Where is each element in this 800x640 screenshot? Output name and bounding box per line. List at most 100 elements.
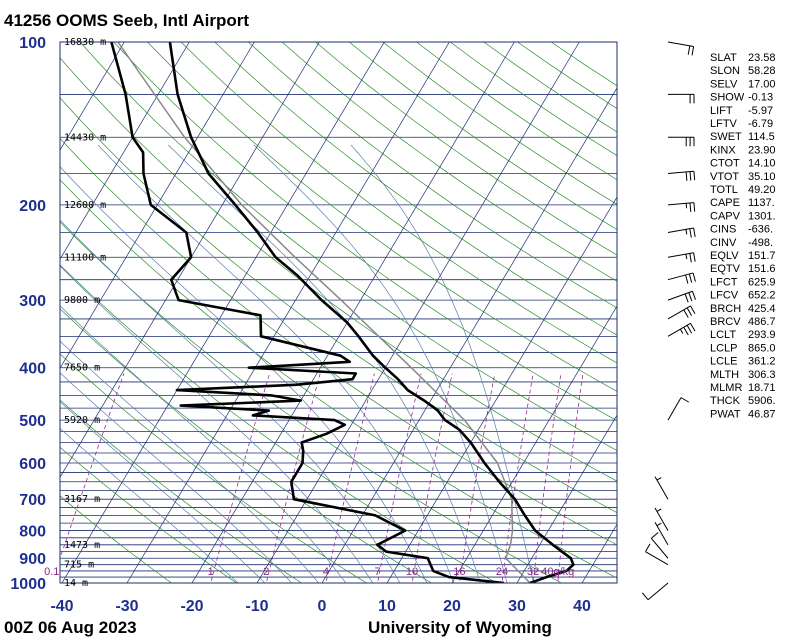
height-label: 5920 m xyxy=(64,415,100,426)
isotherm-line xyxy=(256,42,580,583)
mixing-ratio-label: 10 xyxy=(406,566,418,578)
wind-barb-staff xyxy=(667,305,691,320)
index-value: 1301. xyxy=(748,210,776,222)
wind-barb-flag xyxy=(641,592,649,601)
index-value: 652.2 xyxy=(748,290,776,302)
dry-adiabat xyxy=(60,97,617,514)
index-value: 35.10 xyxy=(748,171,776,183)
isotherm-line xyxy=(516,414,617,583)
index-value: 625.9 xyxy=(748,276,776,288)
grid-lines xyxy=(0,42,617,594)
wind-barb xyxy=(654,522,669,546)
wind-barb-flag xyxy=(686,307,693,316)
moist-adiabat xyxy=(168,144,481,583)
pressure-tick-label: 800 xyxy=(19,524,46,541)
isotherm-line xyxy=(0,42,59,594)
isotherm-line xyxy=(386,196,617,583)
dry-adiabat xyxy=(248,42,617,309)
wind-barb-staff xyxy=(667,41,694,48)
wind-barb xyxy=(667,41,695,56)
mixing-ratio-label: 24 xyxy=(496,566,508,578)
wind-barb-half-flag xyxy=(656,522,662,527)
temperature-line xyxy=(168,42,575,583)
index-key: LCLP xyxy=(710,342,738,354)
wind-barb-staff xyxy=(647,582,669,601)
wind-barb-flag xyxy=(645,543,651,552)
index-key: MLTH xyxy=(710,369,739,381)
moist-adiabat xyxy=(60,265,374,583)
mixing-ratio-label: 16 xyxy=(453,566,465,578)
wind-barb-flag xyxy=(687,45,691,55)
wind-barb-flag xyxy=(685,171,688,181)
wind-barb-flag xyxy=(691,46,695,56)
wind-barb-flag xyxy=(693,227,696,237)
index-key: VTOT xyxy=(710,171,739,183)
wind-barb-flag xyxy=(689,171,692,181)
index-key: PWAT xyxy=(710,408,741,420)
temperature-tick-label: -20 xyxy=(180,598,203,615)
index-value: -5.97 xyxy=(748,105,773,117)
index-key: KINX xyxy=(710,144,736,156)
index-value: -636. xyxy=(748,224,773,236)
isotherm-line xyxy=(60,42,255,369)
dry-adiabat xyxy=(60,179,617,579)
dry-adiabat xyxy=(79,42,617,451)
wind-barb xyxy=(667,322,696,337)
index-key: SLAT xyxy=(710,52,737,64)
wind-barb-flag xyxy=(680,397,690,403)
dry-adiabat xyxy=(60,399,303,583)
height-label: 12600 m xyxy=(64,200,106,211)
wind-barb xyxy=(667,227,696,238)
wind-barb-flag xyxy=(693,202,696,212)
isotherm-line xyxy=(126,42,450,583)
mixing-ratio-line xyxy=(411,373,453,583)
temperature-tick-label: 30 xyxy=(508,598,526,615)
index-key: SWET xyxy=(710,131,742,143)
index-value: 58.28 xyxy=(748,65,776,77)
wind-barb xyxy=(667,305,696,320)
index-key: CAPV xyxy=(710,210,741,222)
wind-barb-staff xyxy=(667,290,693,301)
height-label: 11100 m xyxy=(64,252,106,263)
index-key: LCLE xyxy=(710,356,738,368)
isotherm-line xyxy=(60,42,320,478)
moist-adiabat xyxy=(253,144,508,583)
index-key: LIFT xyxy=(710,105,733,117)
dry-adiabat xyxy=(416,42,617,181)
wind-barb-flag xyxy=(685,274,689,284)
parcel-trace-line xyxy=(117,42,531,583)
index-value: 5906. xyxy=(748,395,776,407)
temperature-tick-label: 10 xyxy=(378,598,396,615)
mixing-ratio-line xyxy=(325,373,375,583)
height-label: 14430 m xyxy=(64,132,106,143)
wind-barb-staff xyxy=(654,522,669,546)
height-label: 14 m xyxy=(64,578,88,589)
index-value: 151.6 xyxy=(748,263,776,275)
index-value: 486.7 xyxy=(748,316,776,328)
index-key: SELV xyxy=(710,78,738,90)
isotherm-line xyxy=(451,305,617,583)
wind-barb-flag xyxy=(693,171,696,181)
mixing-ratio-line xyxy=(459,373,496,583)
wind-barb-flag xyxy=(690,305,696,314)
index-value: 306.3 xyxy=(748,369,776,381)
wind-barb-staff xyxy=(650,538,669,559)
index-key: SHOW xyxy=(710,92,745,104)
temperature-tick-label: -30 xyxy=(115,598,138,615)
temperature-tick-label: 0 xyxy=(318,598,327,615)
wind-barb xyxy=(667,272,696,284)
wind-barb xyxy=(667,290,696,303)
temperature-tick-label: 20 xyxy=(443,598,461,615)
index-value: 17.00 xyxy=(748,78,776,90)
footer-date: 00Z 06 Aug 2023 xyxy=(4,618,137,637)
dry-adiabat xyxy=(60,221,563,583)
dry-adiabat xyxy=(60,57,617,482)
wind-barb-flag xyxy=(683,309,689,318)
index-key: LCLT xyxy=(710,329,736,341)
pressure-tick-label: 200 xyxy=(19,198,46,215)
wind-barb xyxy=(668,136,695,147)
wind-barb-half-flag xyxy=(685,254,688,260)
